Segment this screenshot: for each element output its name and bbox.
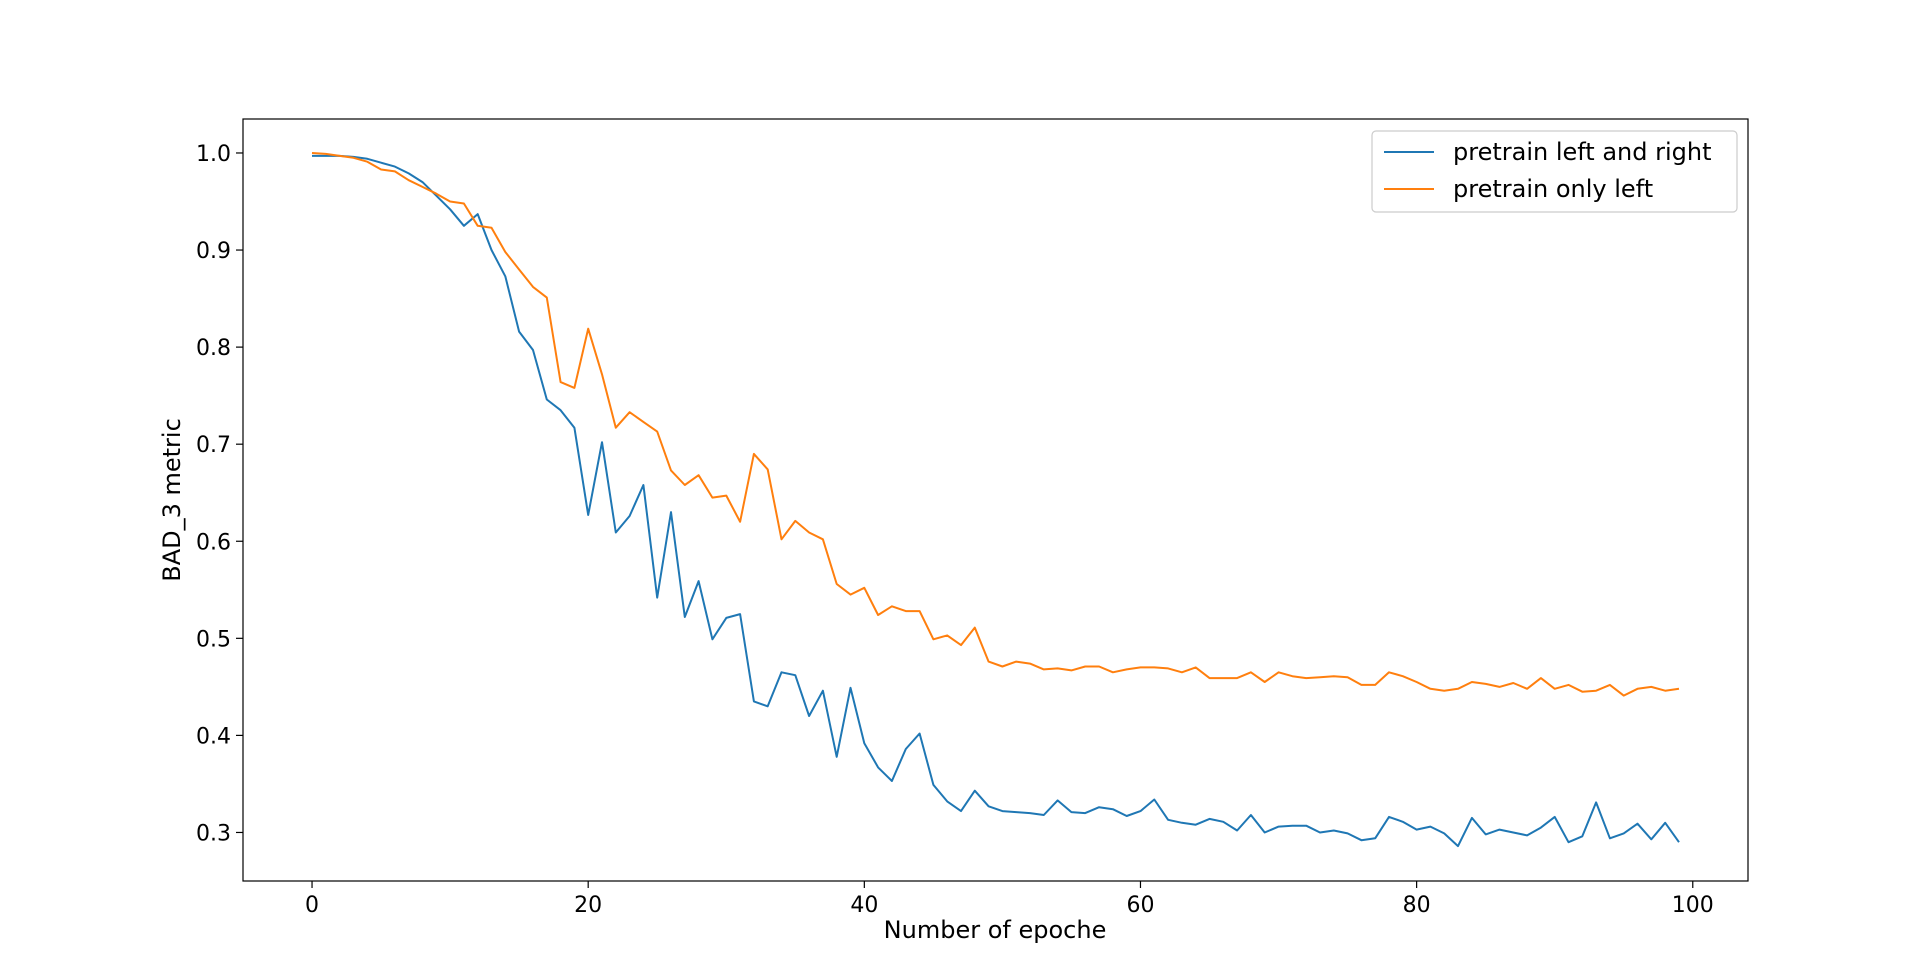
y-axis-label: BAD_3 metric — [158, 418, 186, 582]
series-layer — [311, 152, 1680, 848]
x-axis-ticks: 0 20 40 60 80 100 — [305, 881, 1714, 918]
series-line-pretrain-only-left — [311, 152, 1680, 697]
y-tick-label: 0.9 — [196, 239, 231, 264]
plot-frame — [242, 118, 1749, 882]
y-tick-label: 0.7 — [196, 433, 231, 458]
x-axis-label: Number of epoche — [884, 916, 1107, 944]
x-tick-label: 60 — [1126, 893, 1154, 918]
x-tick-label: 0 — [305, 893, 319, 918]
series-line-pretrain-left-and-right — [312, 154, 1680, 848]
x-tick-label: 20 — [574, 893, 602, 918]
y-tick-label: 0.4 — [196, 724, 231, 749]
legend-label-pretrain-only-left: pretrain only left — [1453, 175, 1653, 203]
y-axis-ticks: 0.3 0.4 0.5 0.6 0.7 0.8 0.9 1.0 — [196, 142, 243, 846]
y-tick-label: 0.8 — [196, 336, 231, 361]
x-tick-label: 100 — [1672, 893, 1714, 918]
x-tick-label: 40 — [850, 893, 878, 918]
legend-label-pretrain-left-and-right: pretrain left and right — [1453, 138, 1712, 166]
y-tick-label: 1.0 — [196, 142, 231, 167]
plot-area — [243, 119, 1748, 881]
legend: pretrain left and right pretrain only le… — [1371, 130, 1738, 213]
x-tick-label: 80 — [1403, 893, 1431, 918]
legend-box — [1371, 130, 1738, 213]
y-tick-label: 0.5 — [196, 627, 231, 652]
y-tick-label: 0.6 — [196, 530, 231, 555]
y-tick-label: 0.3 — [196, 821, 231, 846]
